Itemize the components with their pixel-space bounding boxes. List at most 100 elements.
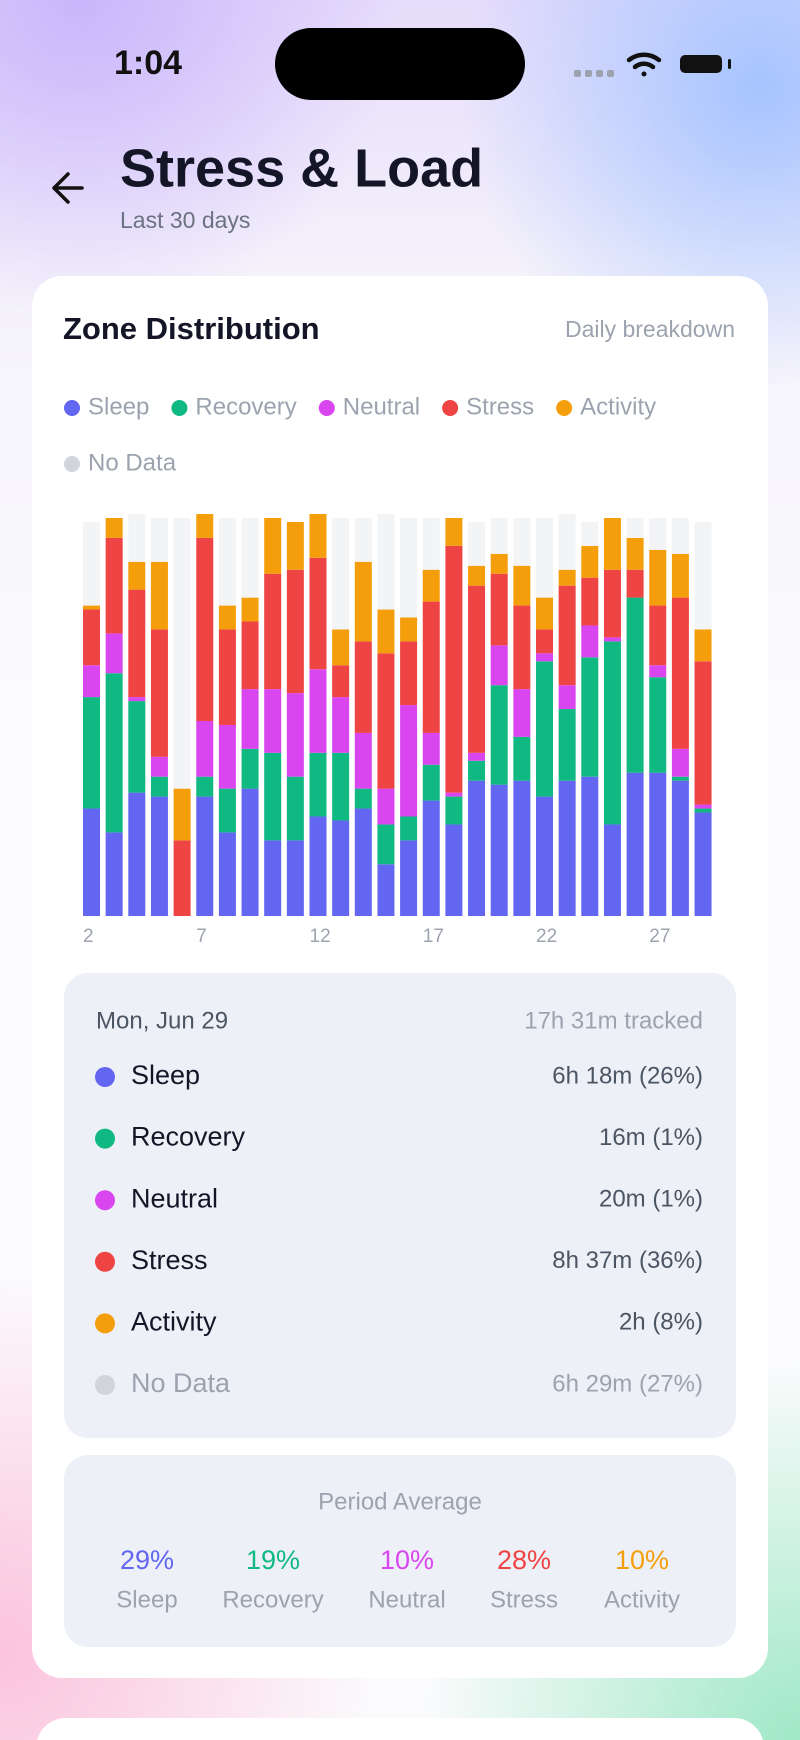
detail-dot bbox=[95, 1313, 115, 1334]
legend-label: Activity bbox=[580, 393, 656, 420]
bar-segment bbox=[377, 864, 395, 916]
status-time: 1:04 bbox=[114, 44, 182, 82]
bar-segment bbox=[513, 689, 531, 737]
bar-segment bbox=[581, 521, 599, 546]
bar-segment bbox=[468, 521, 486, 566]
bar-segment bbox=[332, 697, 350, 753]
average-label: Sleep bbox=[116, 1586, 177, 1613]
bar-segment bbox=[196, 720, 214, 777]
period-average-panel bbox=[64, 1455, 736, 1647]
bar-segment bbox=[150, 756, 168, 777]
bar-segment bbox=[581, 657, 599, 777]
bar-segment bbox=[603, 569, 621, 638]
bar-segment bbox=[558, 514, 576, 570]
battery-icon bbox=[680, 55, 731, 73]
bar-segment bbox=[128, 589, 146, 698]
bar-segment bbox=[354, 561, 372, 642]
bar-segment bbox=[241, 621, 259, 690]
bar-segment bbox=[422, 800, 440, 916]
bar-segment bbox=[128, 514, 146, 562]
legend-label: No Data bbox=[88, 449, 177, 476]
legend-label: Neutral bbox=[343, 393, 420, 420]
bar-segment bbox=[241, 689, 259, 749]
bar-segment bbox=[400, 617, 418, 642]
detail-dot bbox=[95, 1067, 115, 1087]
bar-segment bbox=[536, 518, 553, 598]
bar-segment bbox=[536, 796, 553, 916]
bar-segment bbox=[377, 788, 395, 825]
page-subtitle: Last 30 days bbox=[120, 207, 250, 233]
bar-segment bbox=[558, 685, 576, 710]
bar-segment bbox=[354, 808, 372, 916]
bar-segment bbox=[649, 605, 667, 666]
bar-segment bbox=[241, 748, 259, 789]
legend-dot bbox=[171, 400, 188, 416]
bar-segment bbox=[218, 605, 236, 630]
bar-segment bbox=[264, 573, 282, 690]
bar-segment bbox=[536, 597, 553, 630]
bar-segment bbox=[400, 641, 418, 706]
bar-segment bbox=[377, 653, 395, 789]
bar-segment bbox=[558, 780, 576, 916]
bar-segment bbox=[218, 724, 236, 789]
detail-value: 6h 29m (27%) bbox=[552, 1370, 703, 1397]
detail-zone: No Data bbox=[131, 1368, 231, 1398]
detail-zone: Stress bbox=[131, 1245, 208, 1275]
bar-segment bbox=[150, 561, 168, 630]
bar-segment bbox=[83, 665, 100, 698]
page-title: Stress & Load bbox=[120, 138, 483, 198]
average-value: 19% bbox=[246, 1545, 300, 1575]
detail-value: 16m (1%) bbox=[599, 1124, 703, 1151]
bar-segment bbox=[626, 597, 644, 773]
bar-segment bbox=[603, 824, 621, 916]
legend-label: Recovery bbox=[195, 393, 296, 420]
dynamic-island bbox=[275, 28, 525, 100]
bar-segment bbox=[694, 661, 712, 805]
bar-segment bbox=[422, 518, 440, 570]
bar-segment bbox=[264, 840, 282, 916]
bar-segment bbox=[490, 645, 508, 686]
legend-label: Sleep bbox=[88, 393, 149, 420]
average-label: Neutral bbox=[368, 1586, 445, 1613]
bar-segment bbox=[536, 629, 553, 654]
wifi-icon bbox=[626, 52, 662, 77]
bar-segment bbox=[468, 565, 486, 586]
back-button[interactable] bbox=[52, 172, 84, 204]
bar-segment bbox=[468, 752, 486, 761]
bar-segment bbox=[309, 816, 327, 916]
bar-segment bbox=[354, 732, 372, 789]
bar-segment bbox=[513, 780, 531, 916]
bar-segment bbox=[332, 665, 350, 698]
bar-segment bbox=[105, 518, 123, 538]
chart-subtitle: Daily breakdown bbox=[565, 316, 735, 342]
bar-segment bbox=[468, 780, 486, 916]
bar-segment bbox=[490, 573, 508, 646]
bar-segment bbox=[558, 569, 576, 586]
bar-segment bbox=[422, 601, 440, 733]
average-value: 10% bbox=[380, 1545, 434, 1575]
x-tick-label: 12 bbox=[310, 926, 331, 947]
bar-segment bbox=[128, 792, 146, 916]
bar-segment bbox=[150, 518, 168, 562]
bar-segment bbox=[286, 840, 304, 916]
bar-segment bbox=[422, 732, 440, 765]
bar-segment bbox=[309, 669, 327, 753]
x-tick-label: 17 bbox=[423, 926, 444, 947]
detail-value: 6h 18m (26%) bbox=[552, 1062, 703, 1089]
period-average-title: Period Average bbox=[318, 1488, 482, 1515]
bar-segment bbox=[694, 804, 712, 809]
bar-segment bbox=[581, 625, 599, 658]
average-value: 10% bbox=[615, 1545, 669, 1575]
bar-segment bbox=[150, 796, 168, 916]
bar-segment bbox=[490, 553, 508, 574]
bar-segment bbox=[150, 776, 168, 797]
bar-segment bbox=[128, 701, 146, 793]
legend-dot bbox=[556, 400, 573, 416]
x-tick-label: 7 bbox=[196, 926, 207, 947]
bar-segment bbox=[603, 641, 621, 825]
bar-segment bbox=[83, 697, 100, 809]
detail-value: 8h 37m (36%) bbox=[552, 1247, 703, 1274]
bar-segment bbox=[218, 629, 236, 725]
bar-segment bbox=[694, 629, 712, 662]
